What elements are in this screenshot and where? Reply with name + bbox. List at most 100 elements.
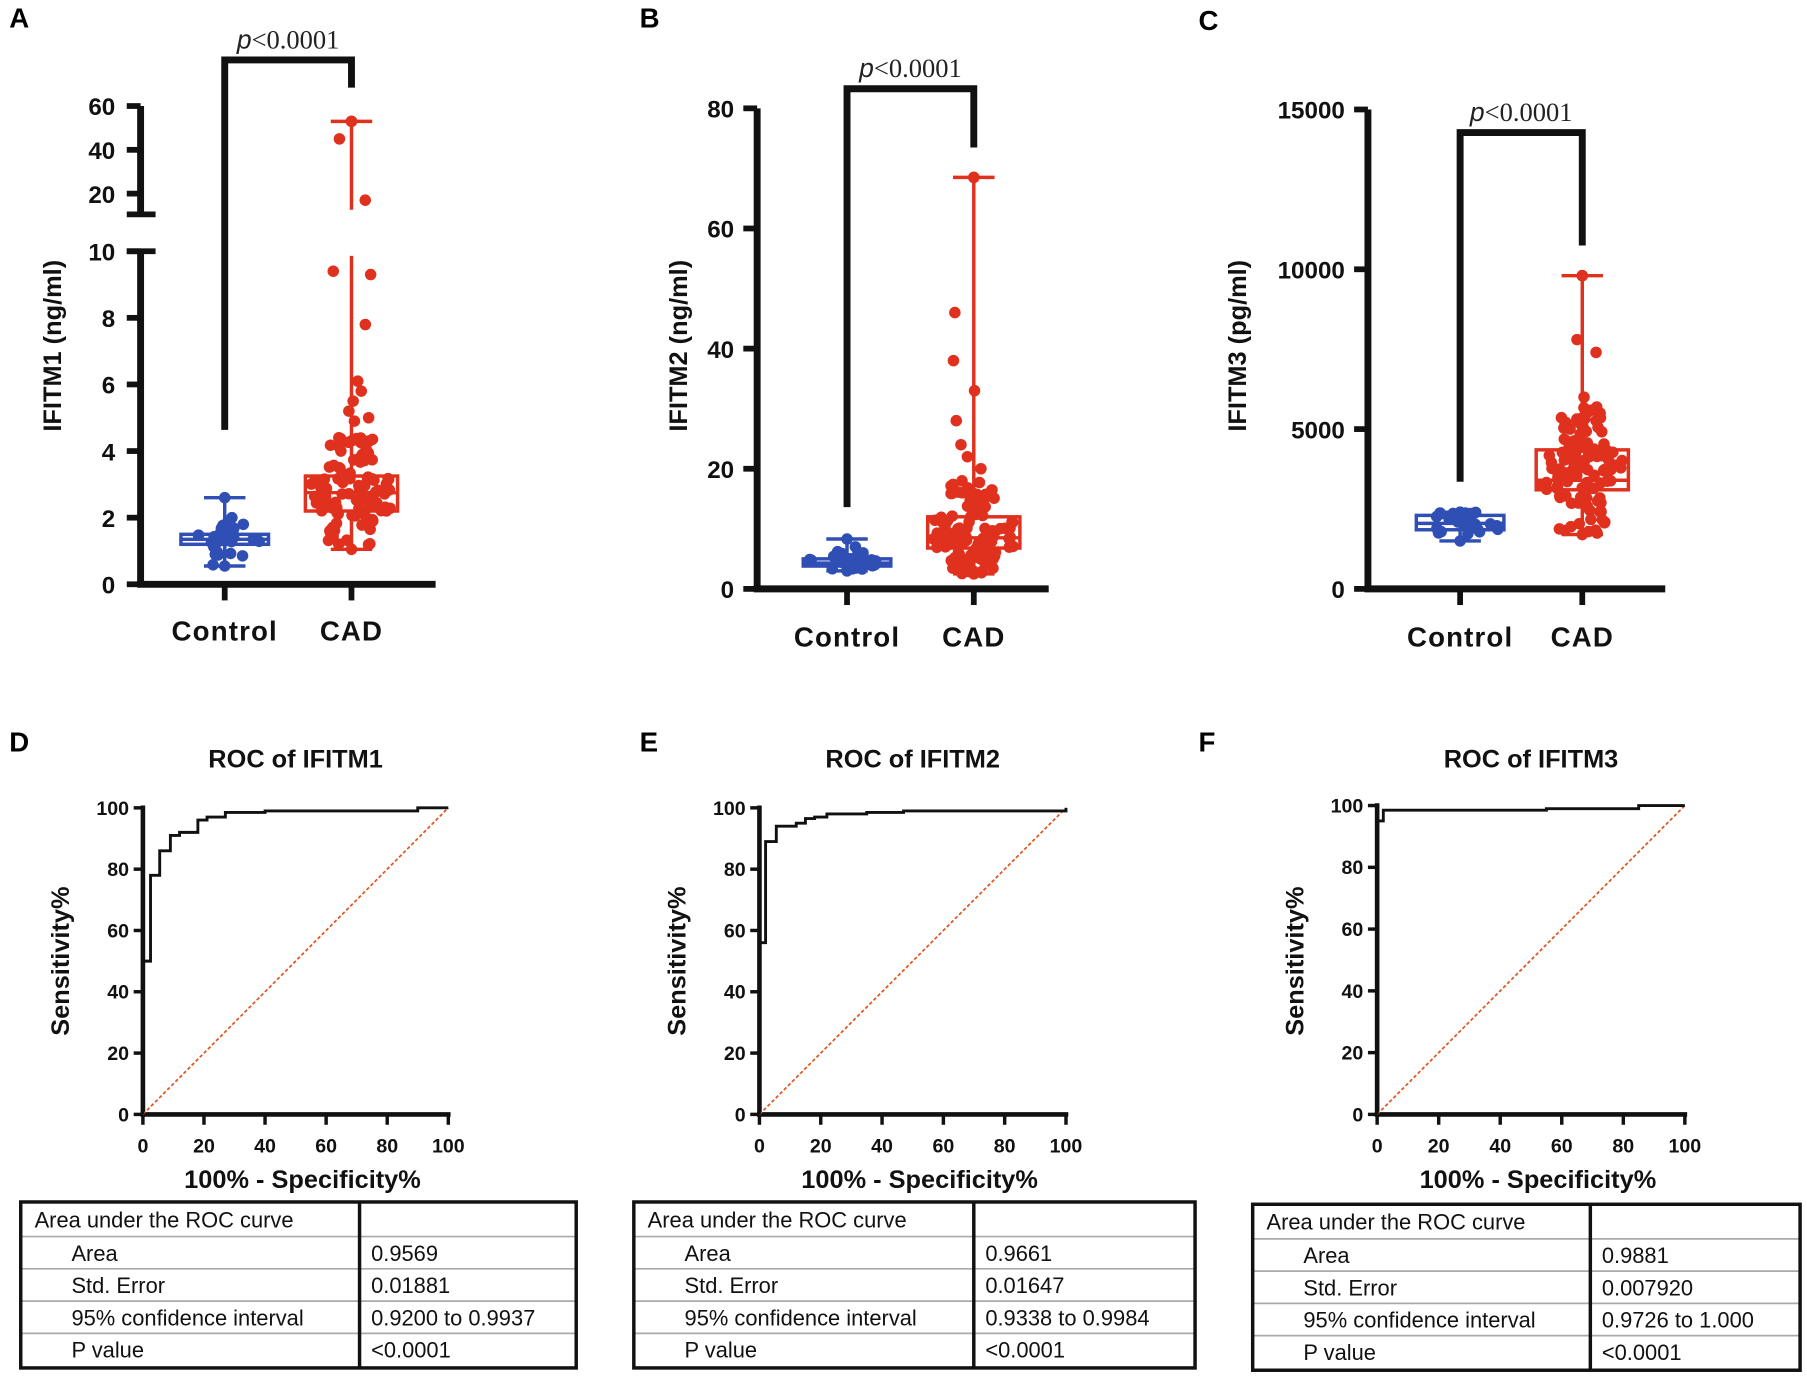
table-row-label: Area (685, 1241, 732, 1266)
panel-letter: F (1199, 726, 1216, 757)
data-point (1585, 513, 1597, 526)
x-tick-label: 80 (376, 1135, 398, 1157)
x-tick-label: 80 (994, 1135, 1016, 1157)
data-point (1566, 464, 1579, 476)
y-tick-label: 100 (96, 798, 129, 820)
table-border (19, 1200, 578, 1370)
data-point (218, 560, 231, 572)
data-point (367, 515, 379, 527)
table-border (632, 1200, 1197, 1370)
data-point (366, 454, 378, 466)
data-point (343, 405, 355, 417)
data-point (1590, 414, 1602, 427)
y-tick-label: 60 (724, 920, 746, 942)
x-tick-label: 40 (254, 1135, 276, 1157)
table-row-value: 0.9881 (1602, 1243, 1669, 1268)
data-point (308, 475, 321, 487)
y-axis-label: Sensitivity% (1281, 886, 1309, 1035)
table-row-label: Std. Error (1303, 1275, 1397, 1300)
x-tick-label: 100 (1050, 1135, 1083, 1157)
data-point (1558, 422, 1570, 434)
y-tick-label: 20 (1342, 1043, 1364, 1065)
data-point (362, 538, 375, 551)
y-axis-label: Sensitivity% (664, 886, 692, 1035)
table-row-value: 0.007920 (1602, 1275, 1693, 1300)
data-point (362, 411, 375, 424)
data-point (237, 518, 250, 531)
data-point (1565, 520, 1577, 533)
y-tick-label: 60 (107, 920, 129, 942)
series-cad: CAD (303, 115, 400, 647)
table-row-label: 95% confidence interval (1303, 1308, 1535, 1333)
data-point (228, 522, 240, 534)
x-tick-label: 0 (1372, 1135, 1383, 1157)
panel-letter: B (640, 3, 660, 34)
x-tick-label: 100 (1669, 1135, 1702, 1157)
y-tick-label: 0 (721, 577, 734, 604)
data-point (931, 527, 943, 539)
data-point (968, 488, 981, 500)
data-point (347, 395, 359, 407)
data-point (975, 549, 987, 561)
data-point (976, 565, 989, 577)
table-row-value: 0.01647 (985, 1273, 1064, 1298)
table-header: Area under the ROC curve (648, 1207, 907, 1232)
x-axis-label: 100% - Specificity% (801, 1166, 1038, 1194)
data-point (350, 432, 363, 445)
y-tick-label: 0 (102, 573, 115, 600)
data-point (1555, 411, 1568, 424)
category-label: Control (794, 622, 900, 653)
y-tick-label: 4 (102, 439, 116, 466)
panel-A: A 0 2 4 6 8 10 20 40 60 IFITM1 (ng/ml) Control CAD p<… (9, 3, 436, 647)
y-tick-label: 10 (88, 239, 115, 266)
table-row-value: 0.9726 to 1.000 (1602, 1308, 1754, 1333)
data-point (947, 354, 960, 367)
data-point (1582, 525, 1595, 538)
significance-bracket (843, 85, 978, 508)
roc-curve (758, 807, 1068, 1115)
table-row-label: P value (71, 1338, 144, 1363)
y-tick-label: 80 (724, 859, 746, 881)
panel-E: E ROC of IFITM2 0 20 40 60 80 100 0 20 40 60 80 100 10… (632, 726, 1197, 1370)
data-point (1560, 490, 1572, 502)
data-point (364, 268, 377, 281)
table-row-label: 95% confidence interval (685, 1305, 917, 1330)
y-tick-label: 20 (707, 457, 734, 484)
y-tick-label: 0 (1331, 577, 1344, 604)
table-header: Area under the ROC curve (35, 1207, 294, 1232)
data-point (1571, 333, 1583, 346)
x-tick-label: 40 (1489, 1135, 1511, 1157)
p-value: <0.0001 (252, 24, 340, 54)
y-tick-label: 40 (707, 337, 734, 364)
data-point (949, 306, 961, 319)
data-point (1595, 425, 1608, 438)
panel-letter: C (1199, 5, 1219, 36)
data-point (836, 547, 848, 560)
y-tick-label: 5000 (1291, 417, 1345, 444)
y-tick-label: 15000 (1278, 98, 1345, 125)
chart-title: ROC of IFITM1 (208, 746, 383, 774)
x-tick-label: 80 (1612, 1135, 1634, 1157)
series-cad: CAD (1534, 269, 1631, 653)
data-point (1615, 462, 1627, 474)
y-tick-label: 60 (1342, 919, 1364, 941)
auc-table: Area under the ROC curve Area 0.9881 Std. E… (1250, 1202, 1802, 1372)
data-point (841, 533, 853, 545)
table-row-label: Std. Error (71, 1273, 165, 1298)
reference-diagonal (758, 807, 1067, 1116)
y-tick-label: 80 (707, 97, 734, 124)
y-tick-label: 0 (735, 1104, 746, 1126)
y-tick-label: 20 (88, 182, 115, 209)
data-point (986, 525, 999, 537)
auc-table: Area under the ROC curve Area 0.9661 Std. E… (632, 1200, 1197, 1370)
data-point (207, 559, 219, 571)
chart-title: ROC of IFITM2 (825, 746, 1000, 774)
x-tick-label: 20 (1428, 1135, 1450, 1157)
y-tick-label: 40 (107, 982, 129, 1004)
p-value: <0.0001 (874, 53, 962, 83)
data-point (1553, 523, 1566, 535)
table-row-label: 95% confidence interval (71, 1305, 303, 1330)
data-point (1595, 497, 1607, 509)
x-tick-label: 60 (932, 1135, 954, 1157)
